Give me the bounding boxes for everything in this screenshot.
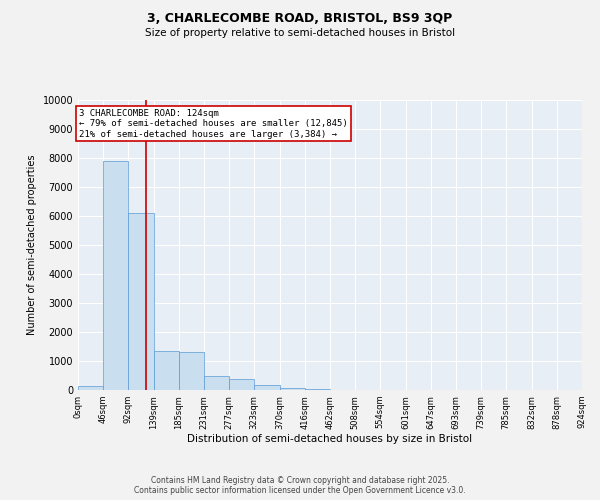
Text: Contains HM Land Registry data © Crown copyright and database right 2025.
Contai: Contains HM Land Registry data © Crown c… [134, 476, 466, 495]
Bar [103, 161, 128, 390]
Bar [254, 385, 280, 390]
Bar [280, 388, 305, 390]
Bar [154, 351, 179, 390]
Bar [78, 386, 103, 390]
Text: Size of property relative to semi-detached houses in Bristol: Size of property relative to semi-detach… [145, 28, 455, 38]
Bar [179, 352, 204, 390]
Bar [128, 213, 154, 390]
X-axis label: Distribution of semi-detached houses by size in Bristol: Distribution of semi-detached houses by … [187, 434, 473, 444]
Text: 3, CHARLECOMBE ROAD, BRISTOL, BS9 3QP: 3, CHARLECOMBE ROAD, BRISTOL, BS9 3QP [148, 12, 452, 26]
Bar [204, 376, 229, 390]
Y-axis label: Number of semi-detached properties: Number of semi-detached properties [27, 155, 37, 336]
Bar [305, 389, 330, 390]
Bar [229, 379, 254, 390]
Text: 3 CHARLECOMBE ROAD: 124sqm
← 79% of semi-detached houses are smaller (12,845)
21: 3 CHARLECOMBE ROAD: 124sqm ← 79% of semi… [79, 108, 348, 138]
